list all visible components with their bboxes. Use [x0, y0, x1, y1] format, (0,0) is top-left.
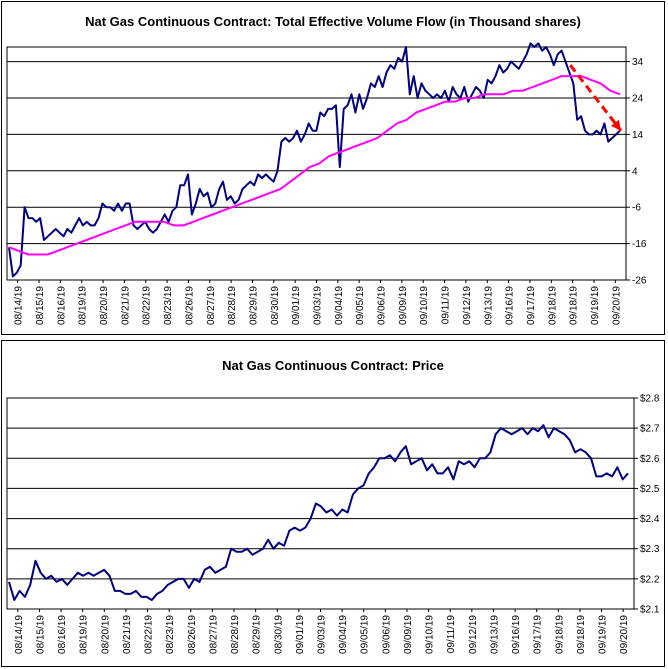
x-tick-label: 08/16/19 — [56, 286, 67, 325]
x-tick-label: 09/03/19 — [313, 286, 324, 325]
x-tick-label: 08/14/19 — [14, 286, 25, 325]
series-line-0 — [8, 424, 629, 601]
price-panel: Nat Gas Continuous Contract: Price $2.1 $… — [1, 340, 665, 667]
x-tick-label: 08/15/19 — [35, 615, 46, 654]
x-tick-label: 09/13/19 — [483, 286, 494, 325]
y-tick-label: -6 — [632, 203, 641, 214]
trend-arrowhead — [610, 119, 622, 131]
x-tick-label: 09/19/19 — [590, 286, 601, 325]
x-tick-label: 09/20/19 — [611, 286, 622, 325]
x-tick-label: 08/29/19 — [248, 286, 259, 325]
x-tick-label: 08/19/19 — [78, 286, 89, 325]
x-tick-label: 08/22/19 — [144, 615, 155, 654]
y-tick-label: 14 — [632, 130, 644, 141]
x-tick-label: 08/21/19 — [120, 286, 131, 325]
x-tick-label: 08/28/19 — [227, 286, 238, 325]
x-tick-label: 08/26/19 — [187, 615, 198, 654]
x-tick-label: 09/10/19 — [425, 615, 436, 654]
x-tick-label: 09/01/19 — [291, 286, 302, 325]
y-tick-label: $2.8 — [640, 394, 660, 405]
volume-flow-panel: Nat Gas Continuous Contract: Total Effec… — [1, 1, 665, 335]
x-tick-label: 09/18/19 — [554, 615, 565, 654]
volume-flow-chart: -26 -16 -6 4 14 24 34 08/14/19 08/15/19 08/16/19 0… — [6, 42, 647, 325]
y-tick-label: $2.3 — [640, 544, 660, 555]
x-tick-label: 08/20/19 — [100, 615, 111, 654]
x-tick-label: 09/12/19 — [462, 286, 473, 325]
series-line-2 — [569, 64, 623, 132]
y-tick-label: $2.4 — [640, 514, 660, 525]
y-tick-label: $2.5 — [640, 484, 660, 495]
x-tick-label: 09/05/19 — [355, 286, 366, 325]
x-tick-label: 09/18/19 — [569, 286, 580, 325]
x-tick-label: 09/18/19 — [576, 615, 587, 654]
y-tick-label: 4 — [632, 166, 638, 177]
x-tick-label: 09/18/19 — [547, 286, 558, 325]
x-tick-label: 08/30/19 — [273, 615, 284, 654]
y-tick-label: $2.2 — [640, 574, 660, 585]
x-tick-label: 09/04/19 — [334, 286, 345, 325]
price-chart-title: Nat Gas Continuous Contract: Price — [222, 358, 444, 373]
x-tick-label: 08/21/19 — [122, 615, 133, 654]
x-tick-label: 09/05/19 — [360, 615, 371, 654]
x-tick-label: 09/16/19 — [505, 286, 516, 325]
y-tick-label: $2.1 — [640, 605, 660, 616]
y-tick-label: -16 — [632, 239, 647, 250]
x-tick-label: 08/26/19 — [184, 286, 195, 325]
x-tick-label: 09/20/19 — [619, 615, 630, 654]
y-tick-label: -26 — [632, 276, 647, 287]
x-tick-label: 08/15/19 — [35, 286, 46, 325]
x-tick-label: 09/10/19 — [419, 286, 430, 325]
y-tick-label: $2.7 — [640, 424, 660, 435]
x-tick-label: 08/23/19 — [165, 615, 176, 654]
x-tick-label: 08/30/19 — [270, 286, 281, 325]
volume-flow-chart-title: Nat Gas Continuous Contract: Total Effec… — [85, 14, 581, 29]
x-tick-label: 08/20/19 — [99, 286, 110, 325]
x-tick-label: 09/16/19 — [511, 615, 522, 654]
x-tick-label: 09/17/19 — [533, 615, 544, 654]
x-tick-label: 09/17/19 — [526, 286, 537, 325]
x-tick-label: 09/09/19 — [403, 615, 414, 654]
x-tick-label: 09/03/19 — [317, 615, 328, 654]
x-tick-label: 08/28/19 — [230, 615, 241, 654]
x-tick-label: 08/19/19 — [79, 615, 90, 654]
x-tick-label: 09/12/19 — [468, 615, 479, 654]
x-tick-label: 09/01/19 — [295, 615, 306, 654]
y-tick-label: 34 — [632, 57, 644, 68]
x-tick-label: 08/22/19 — [142, 286, 153, 325]
x-tick-label: 08/27/19 — [208, 615, 219, 654]
x-tick-label: 09/06/19 — [381, 615, 392, 654]
series-line-0 — [8, 42, 621, 278]
x-tick-label: 08/23/19 — [163, 286, 174, 325]
x-tick-label: 09/06/19 — [377, 286, 388, 325]
x-tick-label: 09/19/19 — [598, 615, 609, 654]
x-tick-label: 09/11/19 — [446, 615, 457, 654]
x-tick-label: 08/16/19 — [57, 615, 68, 654]
x-tick-label: 09/09/19 — [398, 286, 409, 325]
x-tick-label: 09/04/19 — [338, 615, 349, 654]
x-tick-label: 09/13/19 — [489, 615, 500, 654]
x-tick-label: 08/14/19 — [14, 615, 25, 654]
x-tick-label: 09/11/19 — [441, 286, 452, 325]
y-tick-label: 24 — [632, 93, 644, 104]
y-tick-label: $2.6 — [640, 454, 660, 465]
price-chart: $2.1 $2.2 $2.3 $2.4 $2.5 $2.6 $2.7 $2.8 08/14/19… — [6, 394, 660, 654]
series-line-1 — [8, 75, 621, 256]
x-tick-label: 08/27/19 — [206, 286, 217, 325]
x-tick-label: 08/29/19 — [252, 615, 263, 654]
